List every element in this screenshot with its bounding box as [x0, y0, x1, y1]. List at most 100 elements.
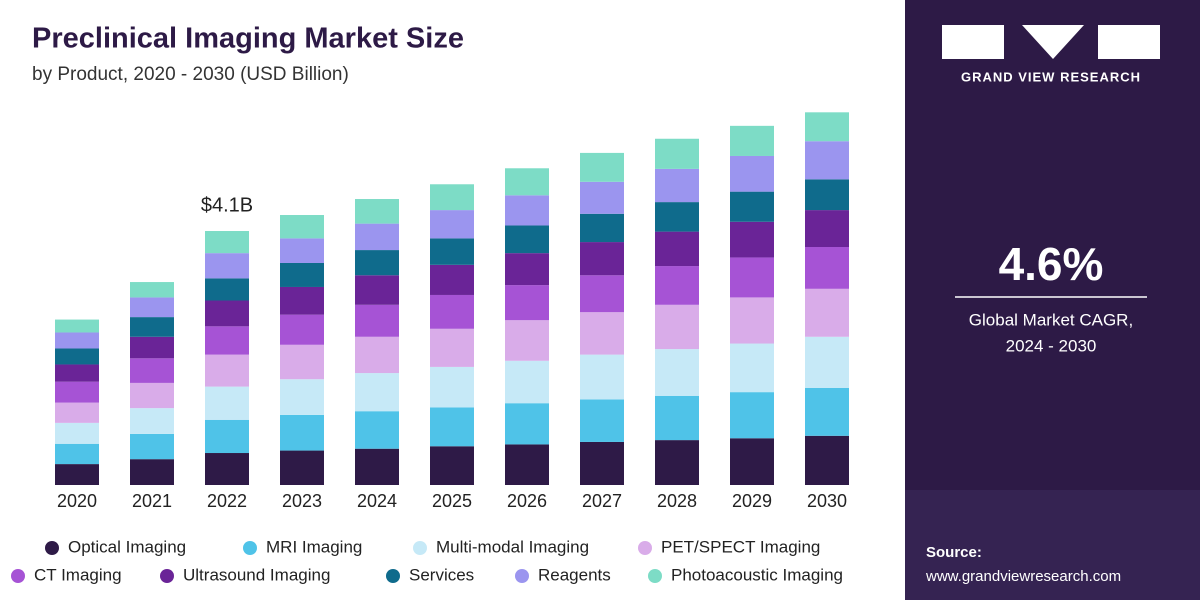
bar-segment	[355, 336, 399, 374]
legend-marker	[11, 569, 25, 583]
cagr-value: 4.6%	[999, 238, 1104, 290]
legend-label: PET/SPECT Imaging	[661, 537, 820, 556]
bar-segment	[505, 253, 549, 286]
bar-segment	[55, 348, 99, 365]
bar-segment	[580, 399, 624, 442]
bar-segment	[730, 191, 774, 222]
bar-segment	[280, 379, 324, 415]
bar-segment	[730, 343, 774, 393]
legend-marker	[160, 569, 174, 583]
bar-segment	[505, 168, 549, 196]
bar-segment	[355, 199, 399, 224]
bar-segment	[55, 422, 99, 444]
bar-segment	[505, 444, 549, 485]
bar-segment	[55, 319, 99, 333]
bar-segment	[805, 435, 849, 485]
bar-segment	[130, 459, 174, 485]
legend-marker	[515, 569, 529, 583]
bar-segment	[355, 275, 399, 305]
legend-marker	[648, 569, 662, 583]
bar-segment	[805, 112, 849, 142]
chart-subtitle: by Product, 2020 - 2030 (USD Billion)	[32, 64, 349, 85]
bar-segment	[355, 250, 399, 276]
bar-segment	[205, 326, 249, 355]
cagr-label: Global Market CAGR,	[969, 310, 1133, 329]
bar-segment	[805, 336, 849, 388]
bar-segment	[580, 275, 624, 313]
bar-segment	[655, 202, 699, 232]
bar-segment	[355, 411, 399, 449]
legend-marker	[45, 541, 59, 555]
bar-segment	[580, 354, 624, 400]
bar-segment	[280, 344, 324, 380]
bar-segment	[205, 453, 249, 485]
bar-segment	[55, 443, 99, 465]
bar-segment	[430, 294, 474, 329]
bar-segment	[130, 336, 174, 359]
logo-r	[1098, 25, 1160, 59]
chart-title: Preclinical Imaging Market Size	[32, 23, 464, 55]
bar-segment	[430, 184, 474, 211]
bar-segment	[55, 364, 99, 382]
legend-label: Reagents	[538, 565, 611, 584]
x-tick-label: 2022	[207, 491, 247, 511]
source-label: Source:	[926, 544, 982, 561]
bar-segment	[130, 408, 174, 434]
bar-segment	[355, 223, 399, 251]
bar-segment	[130, 382, 174, 409]
bar-segment	[580, 242, 624, 276]
bar-segment	[505, 285, 549, 321]
panel-footer	[905, 490, 1200, 600]
bar-segment	[805, 179, 849, 211]
logo	[942, 25, 1160, 59]
bar-segment	[655, 168, 699, 203]
bar-segment	[355, 304, 399, 337]
bar-segment	[805, 141, 849, 180]
logo-g	[942, 25, 1004, 59]
x-tick-label: 2023	[282, 491, 322, 511]
legend-label: Optical Imaging	[68, 537, 186, 556]
bar-segment	[655, 395, 699, 441]
bar-segment	[805, 246, 849, 289]
bar-segment	[130, 282, 174, 298]
bar-segment	[655, 440, 699, 485]
legend-label: Ultrasound Imaging	[183, 565, 330, 584]
bar-segment	[55, 381, 99, 403]
bar-segment	[280, 314, 324, 345]
x-tick-label: 2029	[732, 491, 772, 511]
bar-segment	[730, 125, 774, 156]
bar-segment	[655, 231, 699, 267]
bar-segment	[655, 349, 699, 396]
bar-segment	[355, 373, 399, 412]
bar-segment	[280, 450, 324, 485]
bar-segment	[205, 300, 249, 327]
legend-label: Photoacoustic Imaging	[671, 565, 843, 584]
bar-segment	[130, 433, 174, 460]
bar-segment	[430, 328, 474, 367]
legend-marker	[386, 569, 400, 583]
bar-segment	[205, 386, 249, 420]
bar-segment	[430, 446, 474, 485]
bar-segment	[430, 264, 474, 295]
bar-segment	[805, 210, 849, 247]
x-tick-label: 2024	[357, 491, 397, 511]
bar-segment	[280, 286, 324, 315]
bar-segment	[280, 414, 324, 451]
bar-segment	[655, 266, 699, 305]
bar-segment	[430, 210, 474, 239]
bar-segment	[355, 448, 399, 485]
bar-segment	[205, 354, 249, 387]
bar-segment	[580, 312, 624, 355]
x-tick-label: 2025	[432, 491, 472, 511]
bar-segment	[130, 317, 174, 337]
bar-segment	[205, 231, 249, 254]
legend-marker	[413, 541, 427, 555]
cagr-period: 2024 - 2030	[1006, 336, 1097, 355]
bar-segment	[130, 297, 174, 318]
x-tick-label: 2030	[807, 491, 847, 511]
brand: GRAND VIEW RESEARCH	[961, 69, 1141, 84]
legend-label: Services	[409, 565, 474, 584]
legend-marker	[638, 541, 652, 555]
bar-segment	[580, 181, 624, 214]
